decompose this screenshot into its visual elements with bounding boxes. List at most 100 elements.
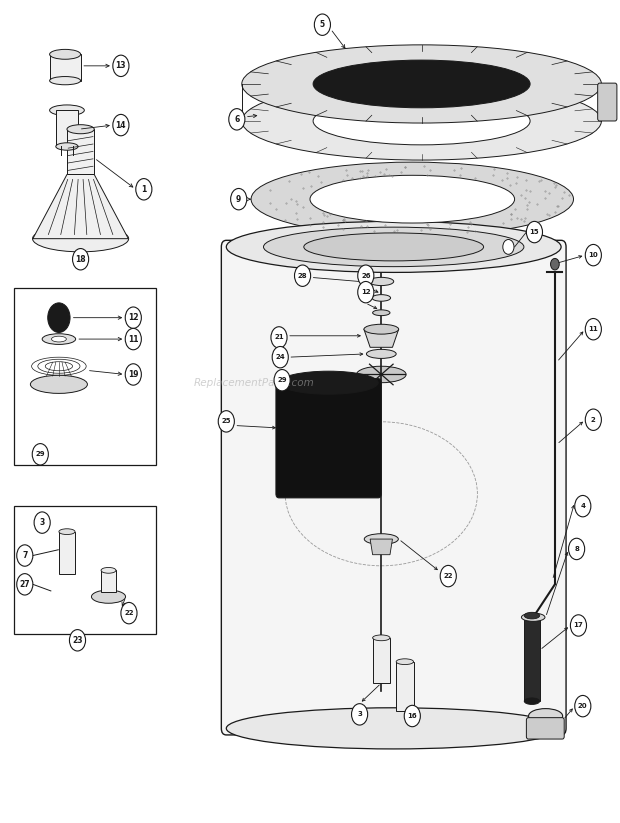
Text: 6: 6 bbox=[234, 115, 239, 123]
FancyBboxPatch shape bbox=[525, 616, 539, 701]
Ellipse shape bbox=[373, 310, 390, 316]
Ellipse shape bbox=[30, 375, 87, 393]
Ellipse shape bbox=[242, 82, 601, 160]
FancyBboxPatch shape bbox=[101, 570, 116, 592]
Text: 28: 28 bbox=[298, 272, 308, 279]
Ellipse shape bbox=[304, 233, 484, 261]
Ellipse shape bbox=[369, 277, 394, 286]
Circle shape bbox=[125, 364, 141, 385]
Polygon shape bbox=[364, 329, 399, 347]
Ellipse shape bbox=[264, 227, 524, 267]
Text: 9: 9 bbox=[236, 195, 241, 203]
Text: 11: 11 bbox=[588, 326, 598, 332]
Text: ReplacementParts.com: ReplacementParts.com bbox=[194, 378, 314, 388]
Text: 24: 24 bbox=[275, 354, 285, 360]
FancyBboxPatch shape bbox=[14, 506, 156, 634]
Circle shape bbox=[17, 574, 33, 595]
Circle shape bbox=[570, 615, 587, 636]
Circle shape bbox=[575, 695, 591, 717]
Text: 26: 26 bbox=[361, 272, 371, 279]
Text: 4: 4 bbox=[580, 503, 585, 509]
Circle shape bbox=[585, 244, 601, 266]
Ellipse shape bbox=[226, 708, 561, 749]
Text: 18: 18 bbox=[75, 255, 86, 263]
Ellipse shape bbox=[525, 698, 539, 704]
Text: 1: 1 bbox=[141, 185, 146, 193]
Circle shape bbox=[274, 370, 290, 391]
Ellipse shape bbox=[56, 143, 78, 151]
Ellipse shape bbox=[67, 124, 94, 134]
Circle shape bbox=[125, 328, 141, 350]
FancyBboxPatch shape bbox=[526, 718, 564, 739]
Text: 8: 8 bbox=[574, 546, 579, 552]
Circle shape bbox=[48, 303, 70, 332]
Circle shape bbox=[136, 179, 152, 200]
Circle shape bbox=[34, 512, 50, 533]
FancyBboxPatch shape bbox=[396, 662, 414, 711]
Text: 16: 16 bbox=[407, 713, 417, 719]
Text: 12: 12 bbox=[128, 314, 138, 322]
Text: 29: 29 bbox=[35, 451, 45, 458]
Text: 21: 21 bbox=[274, 334, 284, 341]
Circle shape bbox=[404, 705, 420, 727]
Ellipse shape bbox=[92, 590, 125, 603]
Circle shape bbox=[231, 188, 247, 210]
Circle shape bbox=[440, 565, 456, 587]
Ellipse shape bbox=[366, 350, 396, 359]
Text: 25: 25 bbox=[221, 418, 231, 425]
Ellipse shape bbox=[50, 77, 81, 85]
Ellipse shape bbox=[525, 612, 539, 619]
Circle shape bbox=[575, 495, 591, 517]
Text: 22: 22 bbox=[443, 573, 453, 579]
Text: 5: 5 bbox=[320, 21, 325, 29]
Ellipse shape bbox=[364, 324, 399, 334]
Circle shape bbox=[125, 307, 141, 328]
Circle shape bbox=[314, 14, 330, 35]
Ellipse shape bbox=[33, 226, 129, 252]
FancyBboxPatch shape bbox=[56, 110, 78, 146]
Ellipse shape bbox=[521, 613, 545, 621]
FancyBboxPatch shape bbox=[59, 532, 75, 574]
Circle shape bbox=[358, 281, 374, 303]
Circle shape bbox=[526, 221, 542, 243]
Circle shape bbox=[271, 327, 287, 348]
Text: 14: 14 bbox=[116, 121, 126, 129]
Ellipse shape bbox=[396, 658, 414, 665]
Circle shape bbox=[218, 411, 234, 432]
Ellipse shape bbox=[101, 568, 116, 573]
Text: 20: 20 bbox=[578, 703, 588, 709]
Circle shape bbox=[551, 258, 559, 270]
Circle shape bbox=[569, 538, 585, 560]
Text: 3: 3 bbox=[357, 711, 362, 718]
Ellipse shape bbox=[251, 162, 574, 236]
Ellipse shape bbox=[313, 60, 530, 108]
Text: 29: 29 bbox=[277, 377, 287, 384]
Circle shape bbox=[113, 55, 129, 77]
Ellipse shape bbox=[356, 366, 406, 383]
Text: 2: 2 bbox=[591, 416, 596, 423]
Text: 22: 22 bbox=[124, 610, 134, 616]
Circle shape bbox=[272, 346, 288, 368]
Text: 15: 15 bbox=[529, 229, 539, 235]
Ellipse shape bbox=[50, 105, 84, 116]
FancyBboxPatch shape bbox=[14, 288, 156, 465]
Text: 27: 27 bbox=[19, 580, 30, 588]
Ellipse shape bbox=[372, 295, 391, 301]
Ellipse shape bbox=[373, 635, 390, 641]
Circle shape bbox=[585, 319, 601, 340]
Text: 19: 19 bbox=[128, 370, 138, 379]
Ellipse shape bbox=[226, 221, 561, 272]
Ellipse shape bbox=[279, 371, 378, 394]
Ellipse shape bbox=[42, 334, 76, 345]
Circle shape bbox=[17, 545, 33, 566]
FancyBboxPatch shape bbox=[221, 240, 566, 735]
Text: 12: 12 bbox=[361, 289, 371, 295]
Text: 7: 7 bbox=[22, 551, 27, 560]
Ellipse shape bbox=[50, 49, 81, 59]
Circle shape bbox=[358, 265, 374, 286]
Circle shape bbox=[73, 249, 89, 270]
Ellipse shape bbox=[310, 175, 515, 223]
Circle shape bbox=[352, 704, 368, 725]
Text: 3: 3 bbox=[40, 518, 45, 527]
Text: 23: 23 bbox=[73, 636, 82, 644]
